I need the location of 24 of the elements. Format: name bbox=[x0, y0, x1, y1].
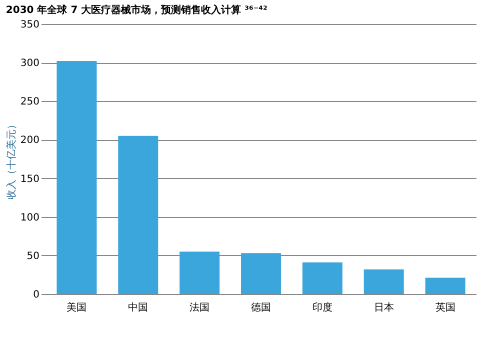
x-tick-label: 德国 bbox=[251, 302, 271, 314]
x-tick-label: 日本 bbox=[374, 302, 394, 314]
y-tick-label: 350 bbox=[20, 20, 40, 30]
x-tick-label: 美国 bbox=[66, 302, 87, 314]
bar bbox=[302, 262, 342, 294]
x-tick-label: 英国 bbox=[435, 302, 456, 314]
x-tick-label: 中国 bbox=[128, 302, 148, 314]
bar bbox=[425, 278, 466, 294]
bar bbox=[180, 252, 220, 294]
chart-title: 2030 年全球 7 大医疗器械市场，预测销售收入计算 ³⁶⁻⁴² bbox=[6, 4, 268, 16]
y-tick-label: 200 bbox=[20, 135, 40, 146]
y-tick-label: 0 bbox=[33, 290, 40, 300]
bar bbox=[56, 61, 97, 294]
x-tick-label: 印度 bbox=[312, 302, 332, 314]
y-tick-label: 50 bbox=[26, 250, 40, 262]
y-tick-label: 300 bbox=[20, 58, 40, 70]
y-tick-label: 250 bbox=[20, 96, 40, 108]
y-tick-label: 150 bbox=[20, 174, 40, 185]
bar bbox=[118, 136, 158, 294]
bar bbox=[241, 253, 281, 294]
bar bbox=[364, 269, 404, 294]
x-tick-label: 法国 bbox=[190, 302, 210, 314]
y-tick-label: 100 bbox=[20, 212, 40, 224]
y-axis-title: 收入（十亿美元） bbox=[5, 120, 18, 200]
